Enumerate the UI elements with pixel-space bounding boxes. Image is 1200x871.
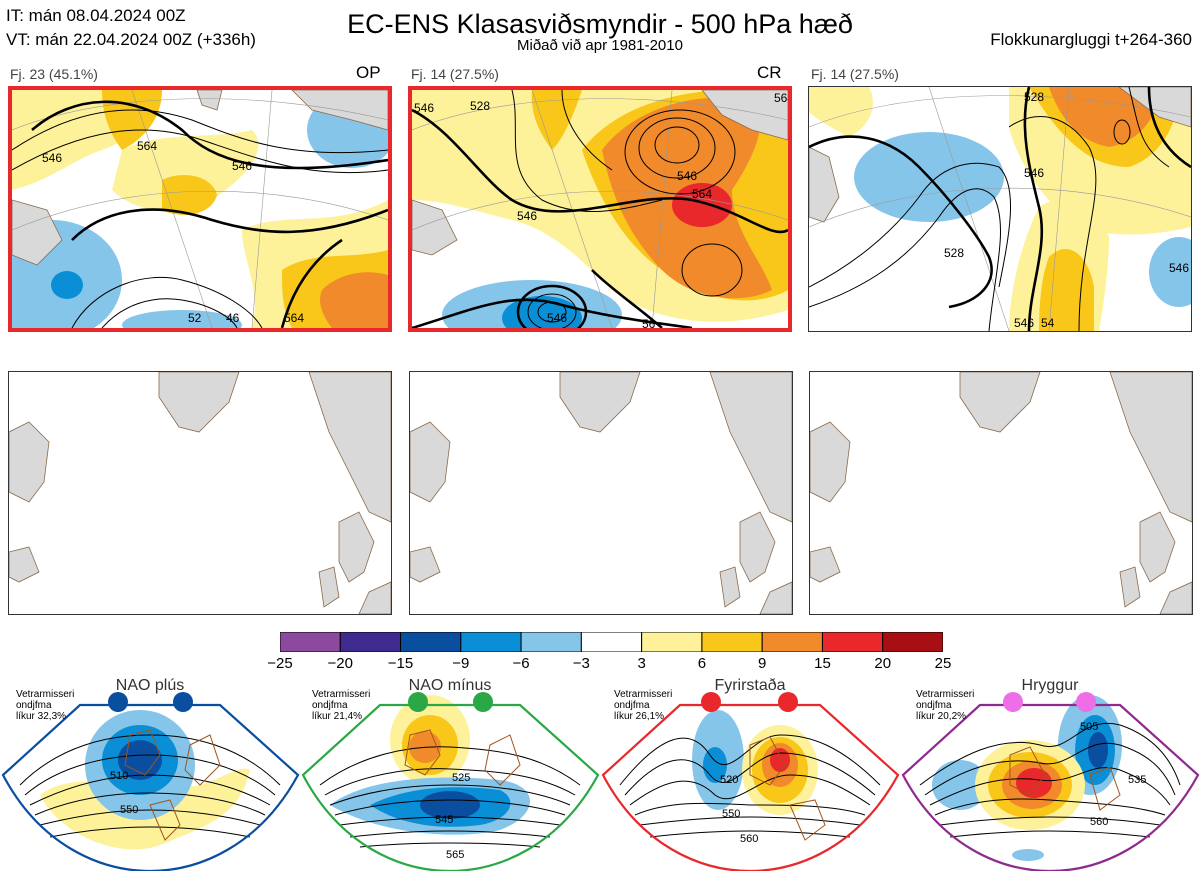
contour-label: 546 (1024, 166, 1044, 180)
contour-label: 546 (547, 311, 567, 325)
colorbar-tick: 6 (697, 655, 707, 672)
basemap-3 (809, 371, 1193, 615)
colorbar-swatch (701, 631, 763, 653)
regime-ridge: 505 535 560 (900, 675, 1200, 871)
cluster-1-map[interactable]: 546 564 546 52 46 564 (8, 86, 392, 332)
valid-time: VT: mán 22.04.2024 00Z (+336h) (6, 30, 256, 49)
regime-contour: 520 (720, 774, 738, 786)
clustering-window: Flokkunargluggi t+264-360 (990, 30, 1192, 49)
cluster-3-map[interactable]: 528 546 528 546 54 546 (808, 86, 1192, 332)
colorbar-swatch (580, 631, 643, 653)
colorbar-tick: −20 (327, 655, 353, 672)
cluster-1-label: Fj. 23 (45.1%) (10, 66, 98, 82)
colorbar-tick: 3 (637, 655, 646, 672)
regime-contour: 510 (110, 770, 128, 782)
contour-label: 54 (1041, 316, 1055, 330)
colorbar-tick: −6 (512, 655, 530, 672)
regime-contour: 560 (1090, 816, 1108, 828)
colorbar-swatch (279, 631, 341, 653)
colorbar-tick: 20 (874, 655, 892, 672)
colorbar-tick: −25 (267, 655, 293, 672)
colorbar-tick: 9 (758, 655, 767, 672)
contour-label: 546 (517, 209, 537, 223)
cluster-2-tag: CR (757, 63, 782, 82)
contour-label: 528 (1024, 90, 1044, 104)
colorbar-swatch (460, 631, 522, 653)
contour-label: 546 (1014, 316, 1034, 330)
colorbar-tick: −15 (387, 655, 414, 672)
regime-note: Vetrarmisseri ondjfma líkur 26,1% (614, 689, 673, 722)
regime-contour: 545 (435, 814, 453, 826)
regime-nao-plus: 510 550 (0, 675, 300, 871)
regime-title: NAO mínus (408, 677, 492, 694)
colorbar-swatch (761, 631, 823, 653)
cluster-2-label: Fj. 14 (27.5%) (411, 66, 499, 82)
regime-blocking: 520 550 560 (600, 675, 900, 871)
contour-label: 546 (1169, 261, 1189, 275)
regime-note: Vetrarmisseri ondjfma líkur 21,4% (312, 689, 371, 722)
cluster-3-label: Fj. 14 (27.5%) (811, 66, 899, 82)
contour-label: 52 (188, 311, 202, 325)
page-title: EC-ENS Klasasviðsmyndir - 500 hPa hæð (347, 9, 853, 39)
contour-label: 564 (692, 187, 712, 201)
colorbar-swatch (400, 631, 462, 653)
colorbar-tick: 25 (934, 655, 952, 672)
contour-label: 528 (944, 246, 964, 260)
colorbar-swatch (821, 631, 884, 653)
init-time: IT: mán 08.04.2024 00Z (6, 6, 186, 25)
regime-contour: 535 (1128, 774, 1146, 786)
regime-contour: 505 (1080, 721, 1098, 733)
contour-label: 546 (414, 101, 434, 115)
contour-label: 564 (137, 139, 157, 153)
colorbar-swatch (641, 631, 703, 653)
colorbar-ticks: −25 −20 −15 −9 −6 −3 3 6 9 15 20 25 (260, 655, 963, 675)
regime-title: Fyrirstaða (714, 677, 786, 694)
contour-label: 564 (774, 91, 788, 105)
contour-label: 528 (470, 99, 490, 113)
regime-nao-minus: 525 545 565 (300, 675, 600, 871)
regime-contour: 550 (722, 808, 740, 820)
basemap-2 (409, 371, 793, 615)
colorbar-swatch (520, 631, 582, 653)
regime-contour: 560 (740, 833, 758, 845)
colorbar (279, 631, 944, 653)
colorbar-swatch (882, 631, 944, 653)
regime-note: Vetrarmisseri ondjfma líkur 20,2% (916, 689, 975, 722)
colorbar-tick: −9 (452, 655, 470, 672)
regime-title: Hryggur (1021, 677, 1079, 694)
page-subtitle: Miðað við apr 1981-2010 (517, 37, 683, 54)
regime-contour: 565 (446, 849, 464, 861)
cluster-2-map[interactable]: 546 546 564 528 546 564 56 546 (408, 86, 792, 332)
regime-contour: 525 (452, 772, 470, 784)
colorbar-swatch (339, 631, 402, 653)
regime-note: Vetrarmisseri ondjfma líkur 32,3% (16, 689, 75, 722)
contour-label: 46 (226, 311, 240, 325)
regime-title: NAO plús (115, 677, 185, 694)
basemap-1 (8, 371, 392, 615)
regime-contour: 550 (120, 804, 138, 816)
contour-label: 546 (677, 169, 697, 183)
contour-label: 546 (232, 159, 252, 173)
colorbar-tick: −3 (572, 655, 590, 672)
colorbar-tick: 15 (814, 655, 831, 672)
contour-label: 564 (284, 311, 304, 325)
contour-label: 546 (42, 151, 62, 165)
cluster-1-tag: OP (356, 63, 381, 82)
contour-label: 56 (642, 317, 656, 328)
